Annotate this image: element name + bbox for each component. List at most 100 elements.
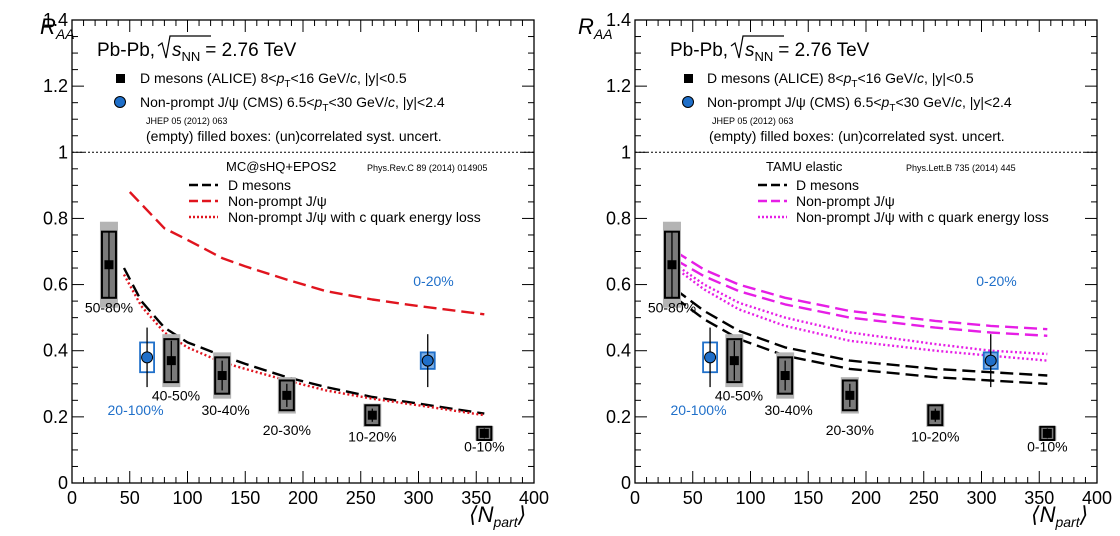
x-tick-label: 200 [288, 488, 318, 508]
x-tick-label: 100 [172, 488, 202, 508]
x-tick-label: 150 [230, 488, 260, 508]
d-meson-point [99, 221, 118, 308]
d-meson-marker [780, 371, 790, 381]
model-curves [674, 250, 1048, 385]
model-curve-0 [128, 191, 485, 316]
legend-jpsi-label: Non-prompt J/ψ (CMS) 6.5<pT<30 GeV/c, |y… [140, 94, 445, 114]
right-panel: 0 50 100 150 200 250 300 350 400 0 0.2 0.4 0.6 0.8 1 1.… [578, 10, 1112, 530]
centrality-label: 20-100% [671, 402, 727, 418]
x-tick-label: 250 [346, 488, 376, 508]
centrality-label: 10-20% [348, 429, 396, 445]
sqrt-sign [730, 35, 784, 59]
d-meson-marker [729, 356, 739, 366]
centrality-label: 0-20% [976, 273, 1016, 289]
d-meson-point [776, 352, 795, 399]
y-tick-label: 1.2 [43, 76, 68, 96]
model-legend-jpsi: Non-prompt J/ψ [228, 193, 327, 209]
centrality-label: 30-40% [201, 402, 249, 418]
y-tick-label: 0.2 [43, 407, 68, 427]
legend-marker-d [684, 74, 693, 83]
legend-marker-jpsi [682, 96, 694, 108]
d-meson-point [277, 377, 296, 414]
legend-marker-jpsi [114, 96, 126, 108]
centrality-label: 10-20% [911, 429, 959, 445]
model-curve-2 [122, 274, 485, 417]
model-curves [122, 191, 485, 417]
legend-marker-d [116, 74, 125, 83]
x-tick-label: 400 [519, 488, 549, 508]
jpsi-marker [141, 351, 154, 364]
d-meson-marker [217, 371, 227, 381]
model-legend-d: D mesons [228, 177, 291, 193]
y-tick-label: 1.2 [606, 76, 631, 96]
legend-d-label: D mesons (ALICE) 8<pT<16 GeV/c, |y|<0.5 [707, 70, 974, 90]
legend-jpsi-label: Non-prompt J/ψ (CMS) 6.5<pT<30 GeV/c, |y… [707, 94, 1012, 114]
y-axis-title: RAA [578, 14, 613, 42]
legend-d-label: D mesons (ALICE) 8<pT<16 GeV/c, |y|<0.5 [140, 70, 407, 90]
left-panel: 0 50 100 150 200 250 300 350 400 0 0.2 0.4 0.6 0.8 1 1.… [40, 10, 549, 530]
legend-boxes-note: (empty) filled boxes: (un)correlated sys… [146, 128, 442, 144]
y-tick-label: 0.2 [606, 407, 631, 427]
d-meson-point [725, 334, 744, 388]
centrality-label: 0-10% [1027, 439, 1067, 455]
system-label: Pb-Pb, [670, 40, 728, 61]
x-tick-label: 350 [1024, 488, 1054, 508]
d-meson-point [840, 377, 859, 414]
jpsi-point [982, 334, 999, 388]
x-tick-label: 350 [461, 488, 491, 508]
legend-jhep-ref: JHEP 05 (2012) 063 [712, 116, 793, 126]
energy-label: sNN = 2.76 TeV [745, 40, 870, 64]
d-meson-marker [1042, 428, 1052, 438]
d-meson-marker [930, 410, 940, 420]
y-tick-label: 1 [621, 142, 631, 162]
model-legend-jpsi-eloss: Non-prompt J/ψ with c quark energy loss [796, 209, 1049, 225]
y-tick-label: 0.6 [606, 275, 631, 295]
centrality-label: 40-50% [152, 387, 200, 403]
y-tick-label: 0.6 [43, 275, 68, 295]
centrality-label: 30-40% [764, 402, 812, 418]
y-tick-label: 0.4 [606, 341, 631, 361]
centrality-label: 50-80% [648, 300, 696, 316]
centrality-label: 20-100% [108, 402, 164, 418]
sqrt-sign [157, 35, 211, 59]
d-meson-point [1038, 425, 1057, 442]
model-legend-d: D mesons [796, 177, 859, 193]
x-tick-label: 400 [1082, 488, 1112, 508]
jpsi-point [702, 327, 718, 388]
y-tick-label: 0.8 [43, 208, 68, 228]
model-legend-jpsi: Non-prompt J/ψ [796, 193, 895, 209]
model-ref: Phys.Lett.B 735 (2014) 445 [906, 163, 1016, 173]
model-curve-1 [674, 258, 1048, 337]
d-meson-marker [166, 356, 176, 366]
d-meson-marker [667, 260, 677, 270]
model-curve-3 [674, 267, 1048, 362]
d-meson-point [662, 221, 681, 308]
centrality-label: 0-20% [413, 273, 453, 289]
x-tick-label: 300 [403, 488, 433, 508]
y-tick-label: 0 [621, 473, 631, 493]
jpsi-marker [984, 354, 997, 367]
centrality-labels: 50-80% 40-50%30-40% 20-30% 10-20% 0-10% 20-10… [648, 273, 1068, 454]
axis-ticks: 0 50 100 150 200 250 300 350 400 0 0.2 0.4 0.6 0.8 1 1.… [606, 10, 1112, 508]
model-curve-0 [674, 250, 1048, 331]
d-meson-marker [282, 390, 292, 400]
x-axis-title: ⟨Npart⟩ [1031, 502, 1088, 530]
centrality-labels: 50-80% 40-50%30-40% 20-30% 10-20% 0-10% 20-10… [85, 273, 505, 454]
axis-ticks: 0 50 100 150 200 250 300 350 400 0 0.2 0.4 0.6 0.8 1 1.… [43, 10, 549, 508]
jpsi-marker [704, 351, 717, 364]
energy-label: sNN = 2.76 TeV [172, 40, 297, 64]
model-curve-1 [122, 267, 485, 415]
x-tick-label: 300 [966, 488, 996, 508]
y-tick-label: 1 [58, 142, 68, 162]
model-title: MC@sHQ+EPOS2 [226, 159, 336, 174]
data-marks [662, 221, 1057, 442]
y-tick-label: 1.4 [606, 10, 631, 30]
y-tick-label: 0.8 [606, 208, 631, 228]
d-meson-marker [367, 410, 377, 420]
centrality-label: 40-50% [715, 387, 763, 403]
centrality-label: 50-80% [85, 300, 133, 316]
x-tick-label: 150 [793, 488, 823, 508]
model-legend-jpsi-eloss: Non-prompt J/ψ with c quark energy loss [228, 209, 481, 225]
model-curve-5 [674, 296, 1048, 385]
d-meson-point [162, 334, 181, 388]
